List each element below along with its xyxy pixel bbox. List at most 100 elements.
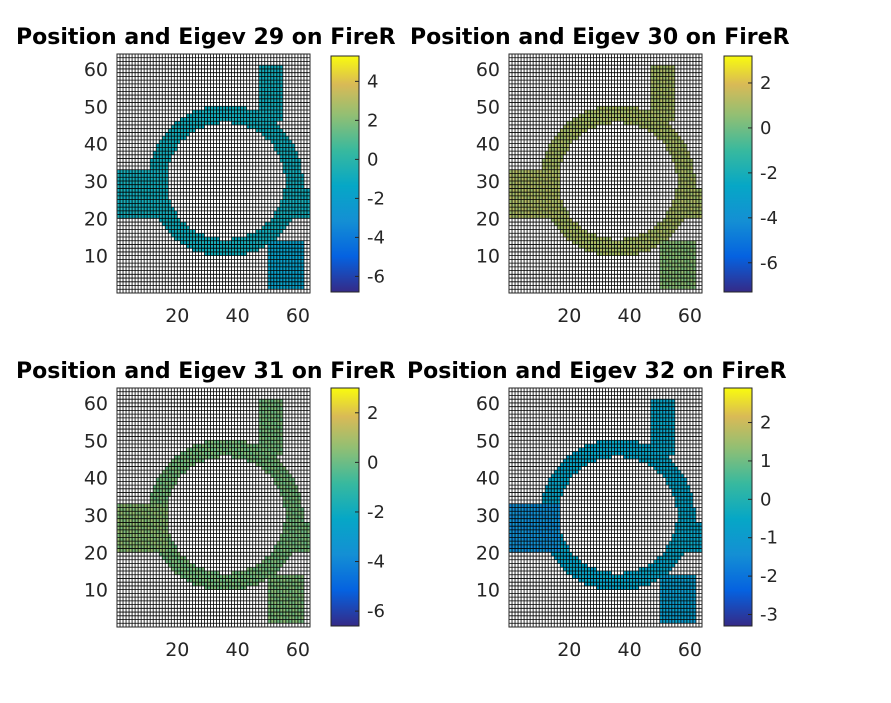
heatmap-cell bbox=[662, 263, 667, 268]
heatmap-cell bbox=[584, 113, 588, 118]
heatmap-cell bbox=[560, 147, 564, 152]
heatmap-cell bbox=[120, 529, 124, 534]
heatmap-cell bbox=[288, 162, 293, 167]
heatmap-cell bbox=[551, 184, 555, 189]
heatmap-cell bbox=[521, 169, 525, 174]
heatmap-cell bbox=[294, 500, 299, 504]
heatmap-cell bbox=[171, 567, 175, 572]
heatmap-cell bbox=[557, 559, 561, 564]
heatmap-cell bbox=[231, 582, 235, 587]
heatmap-cell bbox=[294, 266, 299, 271]
heatmap-cell bbox=[689, 207, 694, 212]
heatmap-cell bbox=[521, 518, 525, 523]
heatmap-cell bbox=[174, 470, 178, 475]
heatmap-cell bbox=[168, 481, 172, 486]
heatmap-cell bbox=[246, 240, 250, 245]
heatmap-cell bbox=[117, 518, 121, 523]
heatmap-cell bbox=[590, 444, 594, 448]
heatmap-cell bbox=[243, 106, 247, 111]
heatmap-cell bbox=[662, 417, 667, 422]
heatmap-cell bbox=[273, 95, 278, 100]
heatmap-cell bbox=[587, 574, 591, 579]
heatmap-cell bbox=[653, 455, 657, 460]
heatmap-cell bbox=[548, 492, 552, 497]
heatmap-cell bbox=[632, 117, 636, 122]
heatmap-cell bbox=[279, 251, 284, 256]
heatmap-cell bbox=[689, 526, 694, 531]
heatmap-cell bbox=[225, 248, 229, 253]
heatmap-cell bbox=[575, 240, 579, 245]
heatmap-cell bbox=[575, 470, 579, 475]
heatmap-cell bbox=[135, 529, 139, 534]
heatmap-cell bbox=[596, 582, 600, 587]
heatmap-cell bbox=[551, 143, 555, 148]
heatmap-cell bbox=[300, 529, 305, 534]
heatmap-cell bbox=[243, 244, 247, 249]
heatmap-cell bbox=[671, 117, 676, 122]
heatmap-cell bbox=[138, 180, 142, 185]
heatmap-cell bbox=[297, 188, 302, 193]
heatmap-cell bbox=[156, 173, 160, 178]
heatmap-cell bbox=[195, 447, 199, 452]
heatmap-cell bbox=[147, 529, 151, 534]
heatmap-cell bbox=[264, 98, 268, 103]
heatmap-cell bbox=[153, 162, 157, 167]
heatmap-cell bbox=[686, 574, 691, 579]
heatmap-cell bbox=[237, 440, 241, 445]
heatmap-cell bbox=[614, 447, 618, 452]
heatmap-cell bbox=[521, 507, 525, 512]
heatmap-cell bbox=[641, 574, 645, 579]
heatmap-cell bbox=[677, 139, 682, 144]
heatmap-cell bbox=[246, 117, 250, 122]
heatmap-cell bbox=[605, 570, 609, 575]
heatmap-cell bbox=[668, 410, 673, 415]
heatmap-cell bbox=[159, 154, 163, 159]
heatmap-cell bbox=[644, 244, 648, 249]
heatmap-cell bbox=[126, 199, 130, 204]
heatmap-cell bbox=[596, 117, 600, 122]
heatmap-cell bbox=[246, 110, 250, 114]
heatmap-cell bbox=[626, 113, 630, 118]
heatmap-cell bbox=[123, 503, 127, 508]
heatmap-cell bbox=[665, 462, 670, 467]
heatmap-cell bbox=[261, 574, 265, 579]
heatmap-cell bbox=[303, 529, 308, 534]
heatmap-cell bbox=[246, 244, 250, 249]
heatmap-cell bbox=[129, 210, 133, 215]
heatmap-cell bbox=[638, 240, 642, 245]
heatmap-cell bbox=[518, 180, 522, 185]
colorbar-tick-label: -6 bbox=[367, 601, 385, 622]
heatmap-cell bbox=[198, 444, 202, 448]
heatmap-cell bbox=[159, 544, 163, 549]
heatmap-cell bbox=[210, 574, 214, 579]
heatmap-cell bbox=[231, 447, 235, 452]
heatmap-cell bbox=[264, 399, 268, 404]
heatmap-cell bbox=[264, 455, 268, 460]
heatmap-cell bbox=[189, 447, 193, 452]
heatmap-cell bbox=[563, 132, 567, 137]
heatmap-cell bbox=[168, 552, 172, 557]
heatmap-cell bbox=[659, 285, 663, 290]
heatmap-cell bbox=[554, 548, 558, 553]
heatmap-cell bbox=[120, 526, 124, 531]
heatmap-cell bbox=[279, 432, 284, 437]
heatmap-cell bbox=[276, 240, 281, 245]
heatmap-cell bbox=[168, 477, 172, 482]
heatmap-cell bbox=[542, 169, 546, 174]
heatmap-cell bbox=[120, 173, 124, 178]
heatmap-cell bbox=[276, 410, 281, 415]
heatmap-cell bbox=[117, 180, 121, 185]
heatmap-cell bbox=[566, 570, 570, 575]
heatmap-cell bbox=[270, 106, 275, 111]
heatmap-cell bbox=[599, 570, 603, 575]
heatmap-cell bbox=[300, 537, 305, 542]
heatmap-cell bbox=[554, 184, 558, 189]
heatmap-cell bbox=[156, 177, 160, 182]
heatmap-cell bbox=[668, 552, 673, 557]
heatmap-cell bbox=[539, 203, 543, 208]
heatmap-cell bbox=[234, 244, 238, 249]
heatmap-cell bbox=[270, 619, 275, 624]
heatmap-cell bbox=[270, 462, 275, 467]
heatmap-cell bbox=[147, 511, 151, 516]
heatmap-cell bbox=[267, 615, 271, 620]
